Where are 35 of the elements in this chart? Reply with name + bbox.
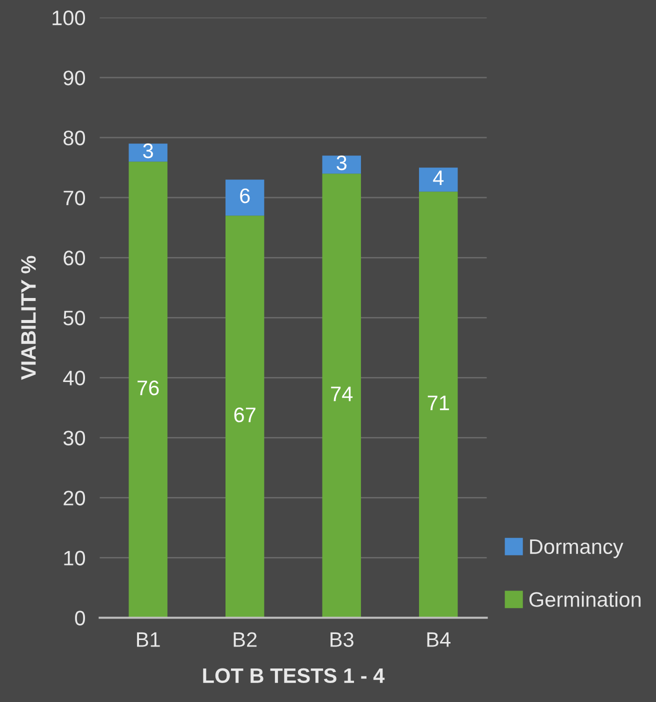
y-tick-label: 50 bbox=[63, 310, 86, 326]
bar bbox=[128, 162, 168, 618]
bar bbox=[226, 180, 264, 216]
y-tick-label: 0 bbox=[75, 610, 86, 626]
y-tick-label: 70 bbox=[64, 190, 86, 206]
y-axis-title: VIABILITY % bbox=[21, 256, 36, 380]
data-label: 4 bbox=[433, 170, 444, 185]
data-label: 3 bbox=[336, 155, 346, 170]
data-label: 76 bbox=[138, 380, 159, 396]
y-tick-label: 90 bbox=[64, 70, 86, 86]
data-label: 67 bbox=[234, 408, 256, 422]
x-tick-label: B3 bbox=[330, 632, 354, 647]
bar bbox=[322, 174, 361, 618]
x-tick-label: B1 bbox=[137, 632, 160, 647]
legend-label: Dormancy bbox=[530, 539, 624, 558]
y-tick-label: 20 bbox=[64, 490, 86, 506]
data-label: 71 bbox=[428, 396, 449, 410]
y-tick-label: 10 bbox=[64, 550, 86, 566]
x-tick-label: B2 bbox=[234, 632, 257, 647]
bar bbox=[419, 168, 458, 192]
y-tick-label: 30 bbox=[63, 430, 86, 446]
x-axis-title: LOT B TESTS 1 - 4 bbox=[203, 668, 385, 684]
bar bbox=[322, 156, 361, 174]
data-label: 74 bbox=[331, 386, 353, 402]
bar bbox=[419, 192, 458, 618]
legend-label: Germination bbox=[529, 592, 641, 607]
data-label: 6 bbox=[240, 188, 250, 204]
bar bbox=[128, 144, 168, 162]
bar bbox=[226, 216, 264, 618]
y-tick-label: 100 bbox=[52, 10, 86, 26]
data-label: 3 bbox=[143, 143, 153, 158]
y-tick-label: 80 bbox=[64, 130, 86, 146]
x-tick-label: B4 bbox=[427, 632, 451, 647]
y-tick-label: 40 bbox=[63, 370, 86, 386]
y-tick-label: 60 bbox=[64, 250, 86, 266]
